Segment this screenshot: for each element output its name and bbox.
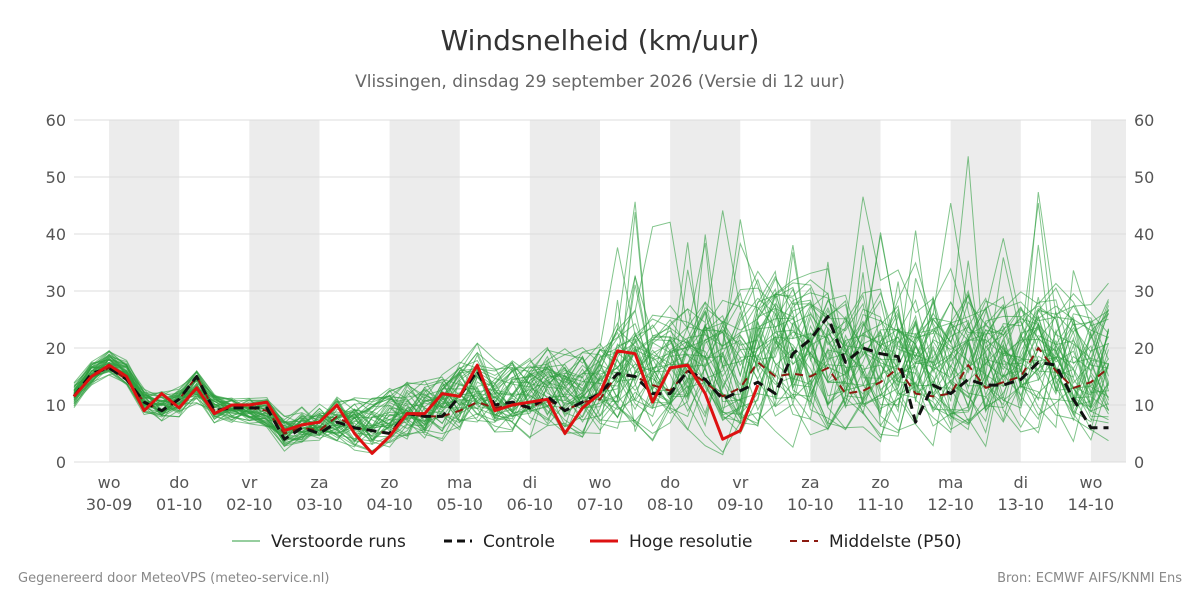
y-tick-label: 20 <box>46 339 66 358</box>
x-tick-day: wo <box>98 473 121 492</box>
perturbed-run-line <box>73 242 1109 443</box>
x-tick-day: ma <box>447 473 472 492</box>
legend-label-median: Middelste (P50) <box>829 532 962 552</box>
y-tick-label: 60 <box>46 111 66 130</box>
x-tick-date: 04-10 <box>366 495 413 514</box>
x-tick-date: 30-09 <box>86 495 133 514</box>
x-tick-date: 13-10 <box>998 495 1045 514</box>
x-tick-day: za <box>801 473 819 492</box>
y-tick-label: 10 <box>1134 396 1154 415</box>
x-tick-day: zo <box>381 473 399 492</box>
y-tick-label: 50 <box>46 168 66 187</box>
x-tick-date: 02-10 <box>226 495 273 514</box>
y-tick-label: 40 <box>46 225 66 244</box>
perturbed-run-line <box>73 295 1109 448</box>
y-tick-label: 30 <box>46 282 66 301</box>
x-tick-date: 03-10 <box>296 495 343 514</box>
y-tick-label: 50 <box>1134 168 1154 187</box>
x-tick-day: wo <box>589 473 612 492</box>
y-tick-label: 60 <box>1134 111 1154 130</box>
perturbed-run-line <box>73 196 1109 434</box>
legend-label-high_res: Hoge resolutie <box>629 532 753 552</box>
y-tick-label: 30 <box>1134 282 1154 301</box>
main-series <box>72 315 1110 455</box>
x-tick-date: 12-10 <box>927 495 974 514</box>
x-tick-day: zo <box>871 473 889 492</box>
x-tick-day: ma <box>938 473 963 492</box>
x-tick-date: 06-10 <box>507 495 554 514</box>
source-note: Bron: ECMWF AIFS/KNMI Ens <box>997 571 1182 586</box>
grid-lines <box>74 119 1126 463</box>
x-tick-day: vr <box>732 473 748 492</box>
y-tick-label: 10 <box>46 396 66 415</box>
high-res-line <box>72 349 760 455</box>
chart-subtitle: Vlissingen, dinsdag 29 september 2026 (V… <box>355 72 845 92</box>
x-axis: wo 30-09 do 01-10 vr 02-10 za 03-10 zo 04-10 ma 05-… <box>86 473 1114 514</box>
x-tick-date: 05-10 <box>436 495 483 514</box>
y-tick-label: 20 <box>1134 339 1154 358</box>
x-tick-day: za <box>310 473 328 492</box>
legend-label-perturbed: Verstoorde runs <box>271 532 406 552</box>
x-tick-day: do <box>169 473 189 492</box>
perturbed-run-line <box>73 293 1109 442</box>
x-tick-day: di <box>523 473 538 492</box>
x-tick-day: vr <box>241 473 257 492</box>
x-tick-day: do <box>660 473 680 492</box>
x-tick-date: 07-10 <box>577 495 624 514</box>
x-tick-date: 08-10 <box>647 495 694 514</box>
perturbed-run-line <box>73 309 1109 441</box>
y-axis-left: 0 10 20 30 40 50 60 <box>46 111 66 472</box>
x-tick-date: 14-10 <box>1068 495 1115 514</box>
x-tick-day: di <box>1013 473 1028 492</box>
perturbed-run-line <box>73 267 1109 443</box>
control-line <box>72 315 1109 441</box>
y-tick-label: 0 <box>56 453 66 472</box>
legend-label-control: Controle <box>483 532 555 552</box>
x-tick-date: 09-10 <box>717 495 764 514</box>
perturbed-run-line <box>73 272 1109 441</box>
y-tick-label: 0 <box>1134 453 1144 472</box>
y-axis-right: 0 10 20 30 40 50 60 <box>1134 111 1154 472</box>
generated-by-note: Gegenereerd door MeteoVPS (meteo-service… <box>18 571 330 586</box>
x-tick-date: 11-10 <box>857 495 904 514</box>
perturbed-run-line <box>73 282 1109 432</box>
x-tick-date: 10-10 <box>787 495 834 514</box>
x-tick-date: 01-10 <box>156 495 203 514</box>
y-tick-label: 40 <box>1134 225 1154 244</box>
perturbed-run-line <box>73 192 1109 452</box>
x-tick-day: wo <box>1079 473 1102 492</box>
perturbed-run-line <box>73 252 1109 441</box>
legend: Verstoorde runs Controle Hoge resolutie Mid… <box>232 532 962 552</box>
chart-title: Windsnelheid (km/uur) <box>440 24 760 57</box>
